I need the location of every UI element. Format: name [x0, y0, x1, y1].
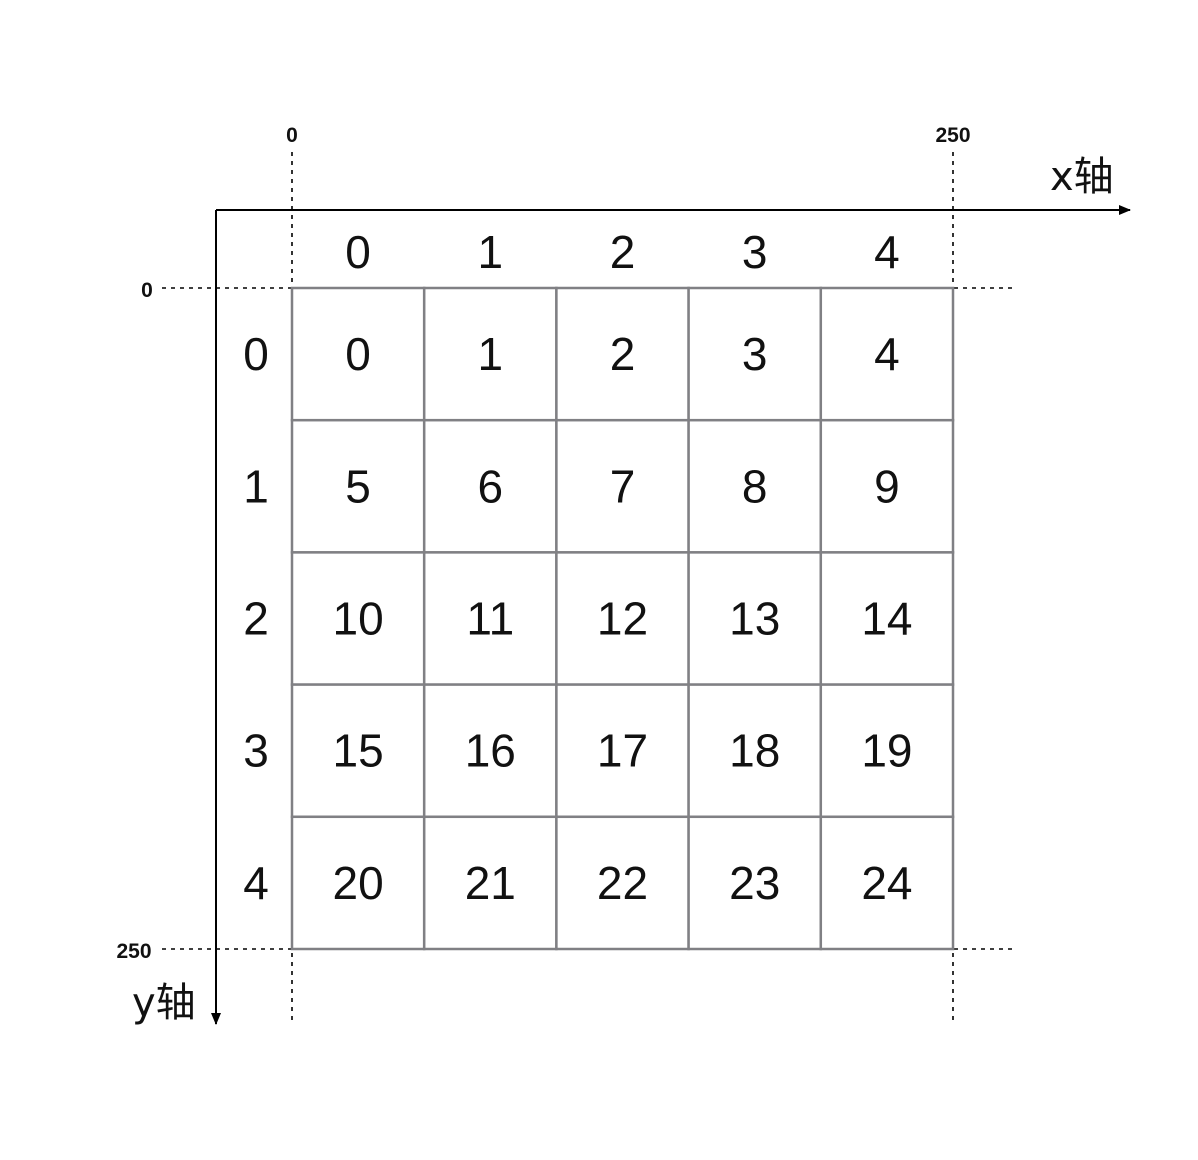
grid-cell-16 [422, 683, 558, 819]
grid-cell-17 [555, 683, 690, 819]
coord-label-y-start: 0 [141, 279, 153, 302]
cell-number: 4 [874, 328, 900, 380]
row-header: 4 [243, 857, 269, 909]
grid-cell-18 [687, 683, 823, 819]
cell-number: 21 [465, 857, 516, 909]
cell-number: 20 [333, 857, 384, 909]
row-header: 2 [243, 593, 269, 645]
cell-number: 24 [861, 857, 912, 909]
cell-number: 15 [333, 725, 384, 777]
cell-number: 7 [610, 460, 636, 512]
cell-number: 18 [729, 725, 780, 777]
grid-cell-21 [422, 815, 558, 951]
grid-cell-15 [290, 683, 426, 819]
grid-cell-22 [555, 815, 690, 951]
cell-number: 3 [742, 328, 768, 380]
grid-cell-6 [422, 418, 558, 554]
cell-number: 17 [597, 725, 648, 777]
row-header: 3 [243, 725, 269, 777]
coord-label-y-end: 250 [116, 940, 151, 963]
cell-number: 13 [729, 593, 780, 645]
row-header: 1 [243, 460, 269, 512]
grid-cell-14 [819, 551, 955, 686]
cell-number: 6 [478, 460, 504, 512]
row-header: 0 [243, 328, 269, 380]
row-headers: 0 1 2 3 4 [243, 328, 269, 909]
grid-cell-9 [819, 418, 955, 554]
column-header: 1 [478, 226, 504, 278]
column-header: 3 [742, 226, 768, 278]
column-header: 2 [610, 226, 636, 278]
cell-number: 1 [478, 328, 504, 380]
cell-number: 11 [466, 593, 514, 645]
cell-number: 16 [465, 725, 516, 777]
column-header: 4 [874, 226, 900, 278]
grid-cell-13 [687, 551, 823, 686]
x-axis-label: x轴 [1050, 154, 1114, 200]
grid-cell-8 [687, 418, 823, 554]
grid-cell-24 [819, 815, 955, 951]
column-header: 0 [345, 226, 371, 278]
coord-label-x-start: 0 [286, 124, 298, 147]
cell-number: 22 [597, 857, 648, 909]
cell-number: 23 [729, 857, 780, 909]
cell-number: 10 [333, 593, 384, 645]
cell-number: 14 [861, 593, 912, 645]
grid-cell-11 [422, 551, 558, 686]
cell-number: 19 [861, 725, 912, 777]
cell-number: 12 [597, 593, 648, 645]
cell-number: 0 [345, 328, 371, 380]
cell-number: 2 [610, 328, 636, 380]
cell-number: 5 [345, 460, 371, 512]
coord-label-x-end: 250 [935, 124, 970, 147]
grid-cell-23 [687, 815, 823, 951]
column-headers: 0 1 2 3 4 [345, 226, 899, 278]
grid-cell-19 [819, 683, 955, 819]
grid-cell-0 [290, 286, 426, 422]
grid-cell-7 [555, 418, 690, 554]
y-axis-label: y轴 [132, 980, 196, 1026]
cell-number: 9 [874, 460, 900, 512]
cell-number: 8 [742, 460, 768, 512]
